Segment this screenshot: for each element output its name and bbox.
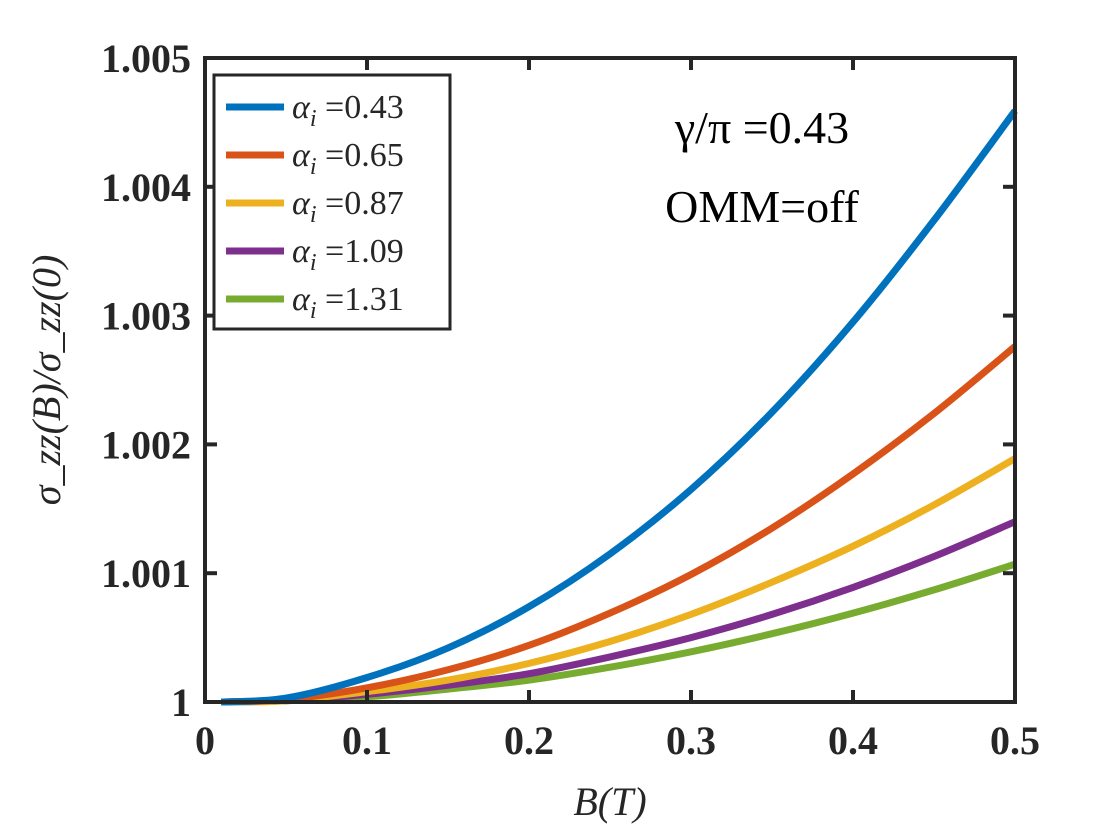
x-tick-label: 0.2 — [504, 718, 554, 763]
axes-box — [203, 56, 1017, 704]
x-tick-label: 0.1 — [342, 718, 392, 763]
x-tick-label: 0.4 — [828, 718, 878, 763]
y-axis-label: σ_zz(B)/σ_zz(0) — [24, 255, 69, 506]
x-tick-label: 0.5 — [990, 718, 1040, 763]
y-tick-label: 1.001 — [101, 551, 191, 596]
plot-area: 0 0.1 0.2 0.3 0.4 0.5 1 1.001 1.002 1.003 1.004 1.0… — [24, 36, 1040, 824]
annotation-1: γ/π =0.43 — [674, 102, 849, 153]
x-axis-label: B(T) — [573, 779, 646, 824]
legend: αi =0.43 αi =0.65 αi =0.87 αi =1.09 αi =1.31 — [212, 73, 452, 331]
legend-entry-5: αi =1.31 — [292, 281, 404, 324]
annotation-2: OMM=off — [665, 181, 859, 232]
y-tick-label: 1.004 — [101, 165, 191, 210]
series-line-1 — [221, 108, 1018, 706]
y-tick-label: 1.005 — [101, 36, 191, 81]
y-tick-label: 1 — [171, 680, 191, 725]
legend-entry-4: αi =1.09 — [292, 233, 404, 276]
y-tick-label: 1.002 — [101, 422, 191, 467]
x-tick-label: 0.3 — [666, 718, 716, 763]
legend-entry-3: αi =0.87 — [292, 185, 404, 228]
x-tick-label: 0 — [195, 718, 215, 763]
legend-entry-2: αi =0.65 — [292, 137, 404, 180]
series-line-2 — [221, 343, 1018, 706]
legend-entry-1: αi =0.43 — [292, 89, 404, 132]
y-tick-label: 1.003 — [101, 294, 191, 339]
